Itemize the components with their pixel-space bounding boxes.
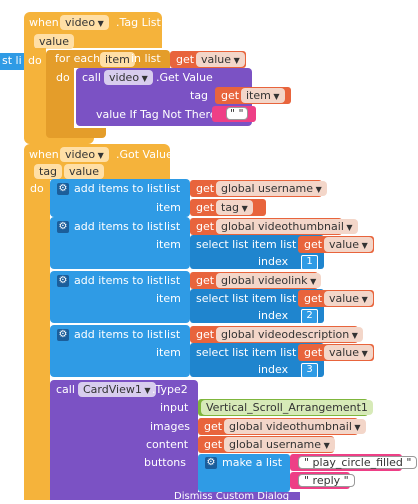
- index-label: index: [258, 309, 289, 322]
- var-dropdown[interactable]: global videothumbnail: [224, 419, 366, 434]
- in-list-label: in list: [131, 52, 161, 65]
- get-keyword: get: [196, 220, 215, 233]
- select-item-label: select list item list: [196, 238, 297, 251]
- select-item-label: select list item list: [196, 292, 297, 305]
- item-label: item: [156, 292, 181, 305]
- get-keyword: get: [204, 438, 223, 451]
- add-items-label: add items to list: [74, 274, 163, 287]
- call-component-dropdown[interactable]: video: [104, 70, 153, 85]
- var-dropdown[interactable]: value: [324, 237, 373, 252]
- gear-icon[interactable]: ⚙: [57, 183, 69, 195]
- call-cardview-block[interactable]: [50, 380, 198, 496]
- foreach-item-var[interactable]: item: [100, 52, 135, 67]
- event-name: .Got Value: [116, 148, 173, 161]
- get-keyword: get: [196, 201, 215, 214]
- index-label: index: [258, 363, 289, 376]
- get-keyword: get: [196, 328, 215, 341]
- var-dropdown[interactable]: value: [324, 345, 373, 360]
- get-keyword: get: [196, 274, 215, 287]
- call-keyword: call: [82, 71, 101, 84]
- add-items-block-1[interactable]: [50, 179, 190, 217]
- add-items-label: add items to list: [74, 220, 163, 233]
- event-name: .Tag List: [116, 16, 161, 29]
- get-keyword: get: [304, 292, 323, 305]
- empty-string-field[interactable]: " ": [226, 107, 248, 120]
- gear-icon[interactable]: ⚙: [57, 329, 69, 341]
- event-rail: [24, 180, 50, 500]
- make-list-label: make a list: [222, 456, 283, 469]
- when-keyword: when: [29, 16, 59, 29]
- get-keyword: get: [221, 89, 240, 102]
- var-dropdown[interactable]: global videodescription: [216, 327, 363, 342]
- list-label: list: [164, 220, 181, 233]
- component-reference-block[interactable]: Vertical_Scroll_Arrangement1: [198, 399, 373, 416]
- param-tag[interactable]: tag: [34, 164, 63, 179]
- item-label: item: [156, 238, 181, 251]
- offscreen-block-label: st li: [2, 54, 22, 67]
- list-label: list: [164, 182, 181, 195]
- param-value[interactable]: value: [64, 164, 105, 179]
- item-label: item: [156, 346, 181, 359]
- foreach-rail: [46, 68, 74, 130]
- buttons-label: buttons: [144, 456, 187, 469]
- index-label: index: [258, 255, 289, 268]
- do-keyword: do: [28, 54, 42, 67]
- event-rail: [24, 48, 46, 132]
- get-keyword: get: [204, 420, 223, 433]
- select-item-label: select list item list: [196, 346, 297, 359]
- tag-label: tag: [190, 89, 209, 102]
- var-dropdown[interactable]: value: [324, 291, 373, 306]
- do2-keyword: do: [56, 71, 70, 84]
- var-dropdown[interactable]: global videolink: [216, 273, 322, 288]
- index-number[interactable]: 2: [301, 309, 318, 324]
- input-label: input: [160, 401, 189, 414]
- foreach-footer: [46, 128, 106, 138]
- get-keyword: get: [304, 238, 323, 251]
- get-value-method: .Get Value: [156, 71, 213, 84]
- add-items-block-3[interactable]: [50, 271, 190, 323]
- get-value-dropdown[interactable]: value: [196, 52, 245, 67]
- gear-icon[interactable]: ⚙: [205, 457, 217, 469]
- content-label: content: [146, 438, 189, 451]
- var-dropdown[interactable]: tag: [216, 200, 253, 215]
- images-label: images: [150, 420, 190, 433]
- dismiss-dialog-label: Dismiss Custom Dialog: [174, 491, 290, 502]
- add-items-label: add items to list: [74, 328, 163, 341]
- var-dropdown[interactable]: global videothumbnail: [216, 219, 358, 234]
- when-keyword: when: [29, 148, 59, 161]
- param-value[interactable]: value: [34, 34, 75, 49]
- gear-icon[interactable]: ⚙: [57, 221, 69, 233]
- get-keyword: get: [304, 346, 323, 359]
- item-label: item: [156, 201, 181, 214]
- index-number[interactable]: 1: [301, 255, 318, 270]
- foreach-keyword: for each: [55, 52, 101, 65]
- list-label: list: [164, 274, 181, 287]
- index-number[interactable]: 3: [301, 363, 318, 378]
- string-field[interactable]: " reply ": [298, 474, 355, 487]
- list-label: list: [164, 328, 181, 341]
- add-items-block-4[interactable]: [50, 325, 190, 377]
- cardview-method: .Type2: [152, 383, 188, 396]
- gear-icon[interactable]: ⚙: [57, 275, 69, 287]
- add-items-label: add items to list: [74, 182, 163, 195]
- var-dropdown[interactable]: global username: [216, 181, 327, 196]
- call-keyword: call: [56, 383, 75, 396]
- value-if-not-there-label: value If Tag Not There: [96, 108, 217, 121]
- get-item-dropdown[interactable]: item: [241, 88, 285, 103]
- cardview-component-dropdown[interactable]: CardView1: [78, 382, 156, 397]
- component-reference-dropdown[interactable]: Vertical_Scroll_Arrangement1: [201, 400, 373, 415]
- empty-string-block[interactable]: " ": [212, 106, 256, 122]
- do-keyword: do: [30, 182, 44, 195]
- component-dropdown[interactable]: video: [60, 15, 109, 30]
- next-block[interactable]: [50, 492, 300, 500]
- string-block-play[interactable]: " play_circle_filled ": [290, 454, 418, 471]
- string-block-reply[interactable]: " reply ": [290, 472, 355, 489]
- string-field[interactable]: " play_circle_filled ": [298, 456, 418, 469]
- add-items-block-2[interactable]: [50, 217, 190, 269]
- var-dropdown[interactable]: global username: [224, 437, 335, 452]
- offscreen-block[interactable]: st li: [0, 53, 30, 70]
- get-keyword: get: [176, 53, 195, 66]
- get-keyword: get: [196, 182, 215, 195]
- component-dropdown[interactable]: video: [60, 147, 109, 162]
